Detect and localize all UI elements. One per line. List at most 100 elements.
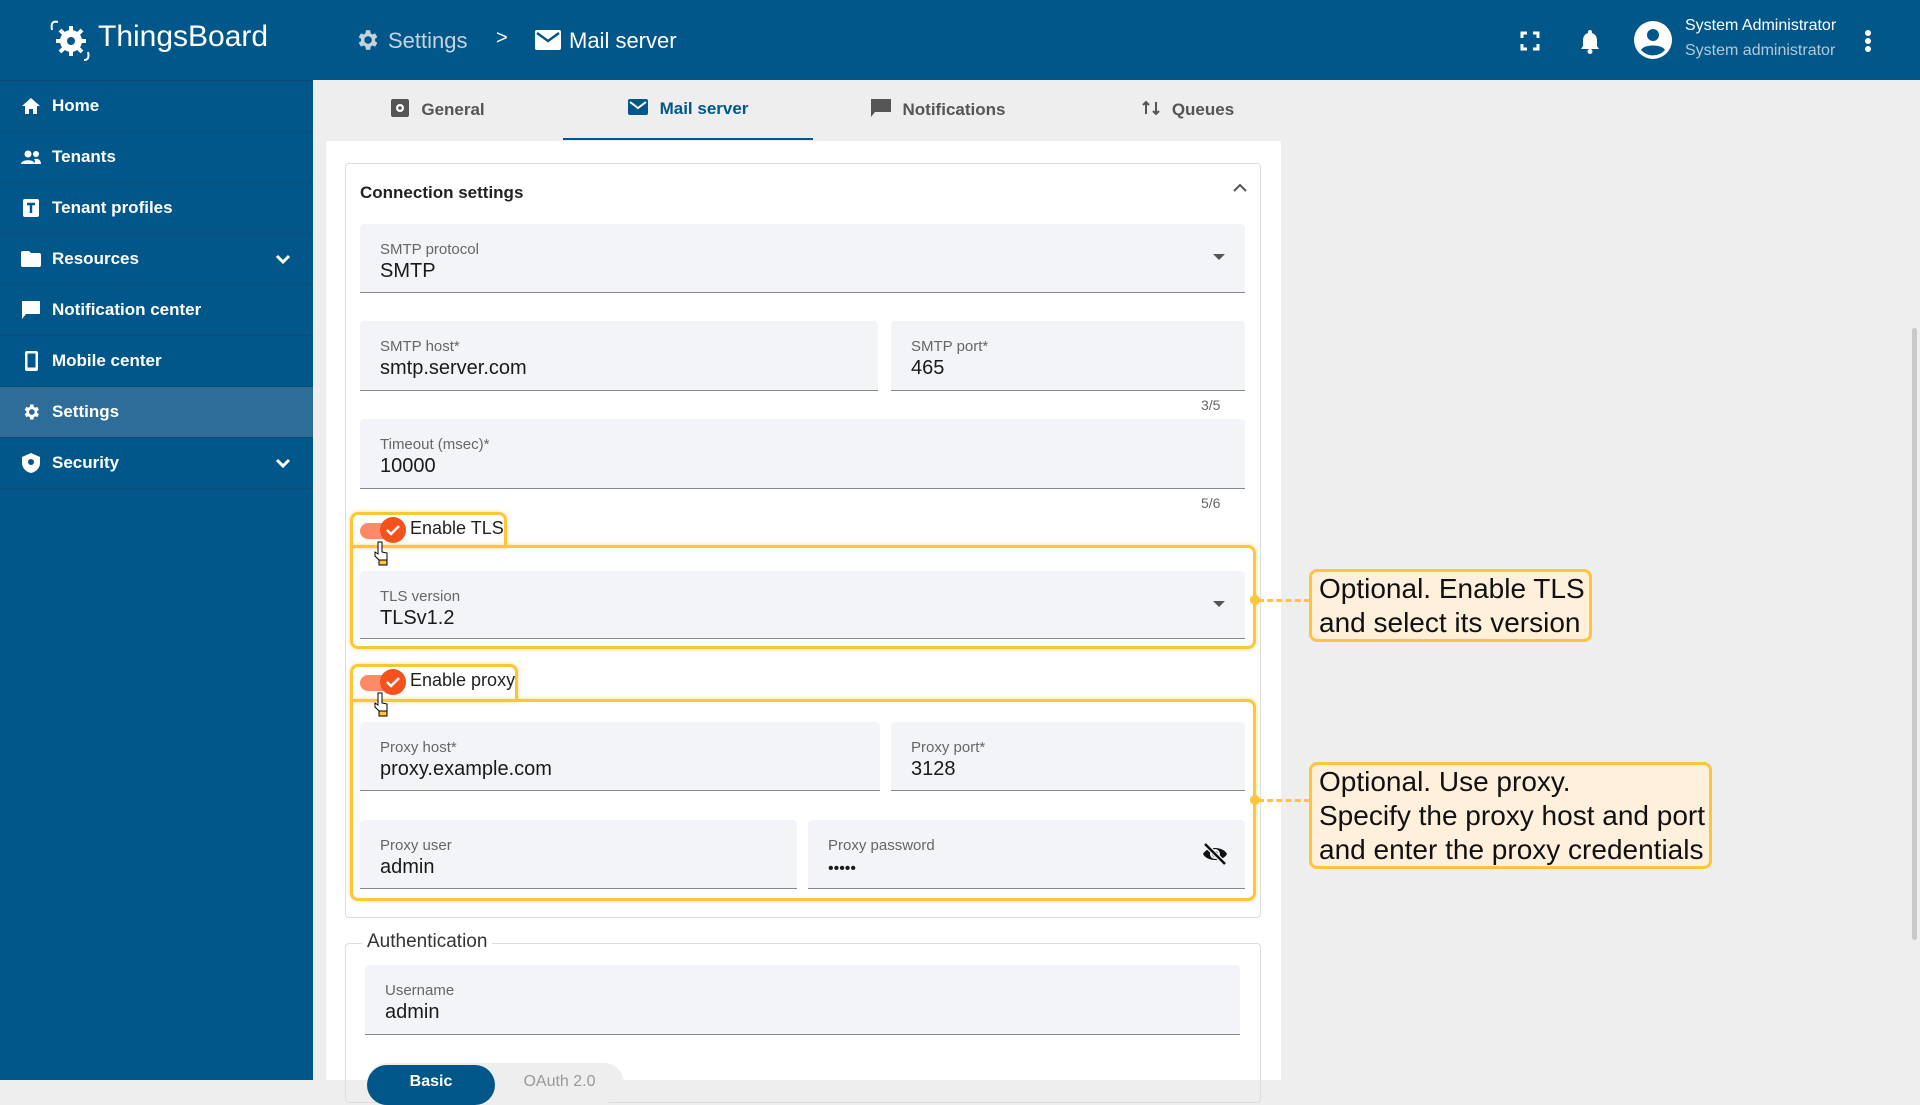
sidebar-item-security[interactable]: Security	[0, 438, 313, 489]
field-label: Proxy port*	[911, 739, 986, 756]
sidebar-item-tenant-profiles[interactable]: Tenant profiles	[0, 183, 313, 234]
bell-icon[interactable]	[1578, 28, 1602, 54]
breadcrumb-settings[interactable]: Settings	[388, 28, 468, 53]
sidebar-item-resources[interactable]: Resources	[0, 234, 313, 285]
proxy-section-highlight	[350, 699, 1256, 901]
proxy-toggle-highlight	[350, 664, 518, 702]
app-name[interactable]: ThingsBoard	[98, 20, 269, 53]
chevron-down-icon[interactable]	[275, 249, 291, 269]
field-label: TLS version	[380, 588, 461, 605]
proxy-port-input[interactable]: Proxy port* 3128	[891, 722, 1245, 791]
field-label: Proxy user	[380, 837, 452, 854]
enable-proxy-toggle[interactable]	[360, 669, 406, 695]
chevron-down-icon[interactable]	[275, 453, 291, 473]
tab-queues[interactable]: Queues	[1063, 80, 1313, 140]
breadcrumb-separator: >	[496, 27, 508, 49]
smtp-port-input[interactable]: SMTP port* 465	[891, 321, 1245, 391]
timeout-input[interactable]: Timeout (msec)* 10000	[360, 419, 1245, 489]
chevron-up-icon[interactable]	[1232, 180, 1248, 198]
authentication-title: Authentication	[362, 931, 493, 953]
tab-mail-server[interactable]: Mail server	[563, 80, 813, 140]
timeout-hint: 5/6	[1201, 495, 1221, 511]
field-label: Proxy password	[828, 837, 935, 854]
tls-section-highlight	[350, 545, 1256, 649]
field-value: SMTP	[380, 260, 436, 282]
sidebar-item-notification-center[interactable]: Notification center	[0, 285, 313, 336]
username-input[interactable]: Username admin	[365, 965, 1240, 1035]
field-label: SMTP protocol	[380, 241, 479, 258]
auth-oauth-button[interactable]: OAuth 2.0	[523, 1073, 596, 1090]
dropdown-arrow-icon	[1213, 254, 1225, 260]
mail-icon	[535, 30, 561, 50]
callout-line	[1258, 599, 1310, 602]
check-icon	[380, 517, 406, 543]
sidebar-item-tenants[interactable]: Tenants	[0, 132, 313, 183]
sidebar-item-mobile-center[interactable]: Mobile center	[0, 336, 313, 387]
breadcrumb-mail-server: Mail server	[569, 28, 677, 53]
hand-cursor-icon	[374, 691, 390, 722]
general-settings-icon	[391, 98, 410, 122]
gear-icon	[20, 402, 42, 422]
user-name[interactable]: System Administrator	[1685, 17, 1837, 34]
tls-version-select[interactable]: TLS version TLSv1.2	[360, 571, 1245, 639]
more-vert-icon[interactable]	[1864, 29, 1872, 53]
field-label: Proxy host*	[380, 739, 457, 756]
field-value: smtp.server.com	[380, 357, 527, 379]
sidebar-item-label: Mobile center	[52, 351, 162, 370]
smtp-port-hint: 3/5	[1201, 397, 1221, 413]
tab-label: Notifications	[902, 100, 1006, 119]
field-value: •••••	[828, 860, 857, 877]
queues-icon	[1142, 100, 1160, 121]
auth-basic-button[interactable]: Basic	[367, 1065, 495, 1105]
field-label: SMTP host*	[380, 338, 460, 355]
field-label: Timeout (msec)*	[380, 436, 490, 453]
field-value: TLSv1.2	[380, 607, 455, 629]
connection-settings-title: Connection settings	[360, 183, 524, 202]
callout-dot	[1250, 595, 1260, 605]
proxy-password-input[interactable]: Proxy password •••••	[808, 820, 1245, 889]
sidebar-item-label: Tenant profiles	[52, 198, 173, 217]
callout-dot	[1250, 795, 1260, 805]
sidebar-item-label: Home	[52, 96, 100, 115]
sidebar: Home Tenants Tenant profiles Resources N…	[0, 80, 313, 1080]
sidebar-item-label: Security	[52, 453, 120, 472]
top-bar: ThingsBoard Settings > Mail server Syste…	[0, 0, 1920, 80]
connection-settings-panel	[345, 163, 1261, 918]
proxy-host-input[interactable]: Proxy host* proxy.example.com	[360, 722, 880, 791]
field-label: Username	[385, 982, 455, 999]
visibility-off-icon[interactable]	[1201, 842, 1229, 871]
field-value: 10000	[380, 455, 436, 477]
proxy-callout: Optional. Use proxy. Specify the proxy h…	[1309, 762, 1712, 869]
dropdown-arrow-icon	[1213, 601, 1225, 607]
tab-label: General	[421, 100, 485, 119]
field-value: admin	[380, 856, 435, 878]
callout-line	[1258, 799, 1310, 802]
enable-proxy-label[interactable]: Enable proxy	[410, 670, 516, 690]
notification-icon	[870, 98, 891, 122]
fullscreen-icon[interactable]	[1520, 31, 1540, 51]
folder-icon	[20, 251, 42, 267]
tenant-profile-icon	[20, 199, 42, 217]
sidebar-item-label: Resources	[52, 249, 139, 268]
thingsboard-logo-icon[interactable]	[46, 16, 94, 64]
tab-label: Queues	[1171, 100, 1235, 119]
tab-notifications[interactable]: Notifications	[813, 80, 1063, 140]
field-label: SMTP port*	[911, 338, 989, 355]
enable-tls-toggle[interactable]	[360, 517, 406, 543]
tab-general[interactable]: General	[313, 80, 563, 140]
tab-label: Mail server	[659, 99, 749, 118]
shield-icon	[20, 453, 42, 473]
tls-callout: Optional. Enable TLS and select its vers…	[1309, 569, 1592, 642]
field-value: 3128	[911, 758, 956, 780]
sidebar-item-label: Tenants	[52, 147, 116, 166]
smtp-host-input[interactable]: SMTP host* smtp.server.com	[360, 321, 878, 391]
check-icon	[380, 669, 406, 695]
enable-tls-label[interactable]: Enable TLS	[410, 518, 504, 538]
smtp-protocol-select[interactable]: SMTP protocol SMTP	[360, 224, 1245, 293]
scrollbar[interactable]	[1912, 328, 1917, 940]
tls-toggle-highlight	[350, 512, 507, 548]
avatar[interactable]	[1634, 21, 1672, 59]
sidebar-item-settings[interactable]: Settings	[0, 387, 313, 438]
proxy-user-input[interactable]: Proxy user admin	[360, 820, 797, 889]
sidebar-item-home[interactable]: Home	[0, 81, 313, 132]
